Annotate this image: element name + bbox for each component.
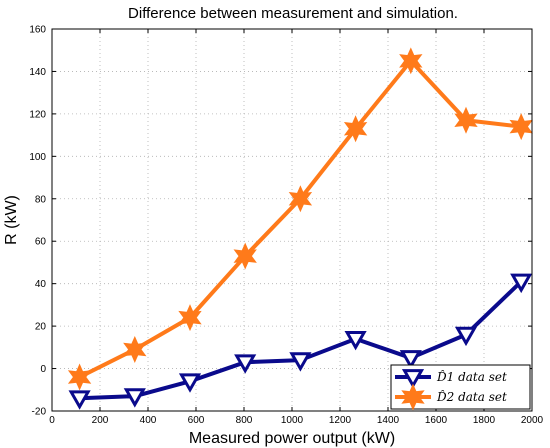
- x-tick-label: 1600: [425, 415, 448, 426]
- legend-label: D̂2 data set: [436, 389, 507, 404]
- x-tick-label: 1200: [329, 415, 352, 426]
- legend-swatch-marker: [401, 369, 425, 389]
- series-1-point: [399, 350, 422, 370]
- x-axis-label: Measured power output (kW): [189, 430, 395, 447]
- legend-swatch-marker: [401, 383, 425, 411]
- x-tick-label: 2000: [521, 415, 544, 426]
- series-2-point: [67, 363, 92, 391]
- series-1-point: [178, 373, 202, 393]
- series-1-point: [454, 326, 478, 347]
- x-tick-label: 1000: [281, 415, 304, 426]
- y-tick-label: 120: [29, 109, 46, 120]
- x-tick-label: 600: [188, 415, 205, 426]
- y-tick-label: 20: [35, 322, 47, 333]
- y-axis-label: R (kW): [3, 195, 20, 245]
- legend-label: D̂1 data set: [436, 369, 507, 384]
- series-2-point: [399, 47, 423, 75]
- series-1-point: [234, 354, 257, 374]
- legend: D̂1 data set D̂2 data set: [390, 364, 531, 411]
- series-1-point: [344, 330, 367, 351]
- y-tick-label: 160: [29, 25, 46, 36]
- x-tick-label: 800: [236, 415, 253, 426]
- y-tick-label: 0: [40, 364, 46, 375]
- series-1-point: [123, 388, 146, 408]
- series-layer: [67, 47, 533, 410]
- series-1-point: [510, 273, 533, 294]
- series-2-point: [509, 113, 533, 141]
- series-2-point: [288, 185, 313, 213]
- series-2-point: [178, 304, 202, 332]
- x-tick-label: 1800: [473, 415, 496, 426]
- y-tick-label: 100: [29, 152, 46, 163]
- y-tick-label: 80: [35, 194, 47, 205]
- ticks-layer: 0 200 400 600 800 1000 1200 1400 1600 1800 2000-20…: [29, 25, 543, 427]
- series-2-point: [123, 335, 147, 363]
- series-2-point: [343, 115, 368, 143]
- grid-layer: [52, 29, 532, 411]
- x-tick-label: 0: [49, 415, 55, 426]
- series-2-point: [454, 106, 478, 134]
- y-tick-label: 40: [35, 279, 47, 290]
- series-2-point: [233, 242, 257, 270]
- x-tick-label: 200: [92, 415, 109, 426]
- chart-title: Difference between measurement and simul…: [128, 5, 458, 22]
- x-tick-label: 1400: [377, 415, 400, 426]
- series-1-point: [68, 390, 91, 410]
- y-tick-label: 140: [29, 67, 46, 78]
- y-tick-label: -20: [32, 407, 47, 418]
- series-1-point: [289, 352, 312, 372]
- y-tick-label: 60: [35, 237, 47, 248]
- x-tick-label: 400: [140, 415, 157, 426]
